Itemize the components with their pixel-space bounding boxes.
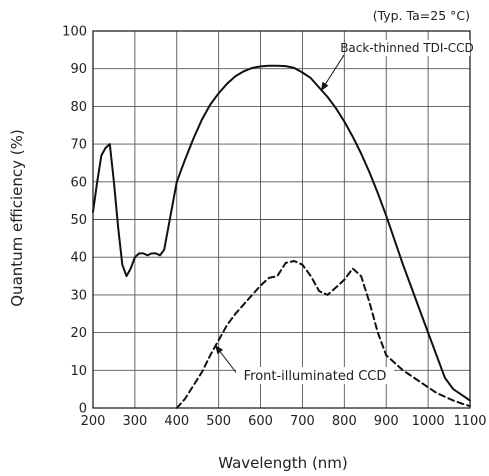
series-line-front-illuminated-ccd xyxy=(175,260,471,409)
y-axis-ticks: 0 10 20 30 40 50 60 70 80 90 100 xyxy=(62,25,87,417)
x-tick-label: 1100 xyxy=(453,414,486,429)
series-line-back-thinned-tdi-ccd xyxy=(92,64,471,402)
x-tick-label: 700 xyxy=(290,414,315,429)
x-tick-label: 500 xyxy=(206,414,231,429)
y-tick-label: 90 xyxy=(70,62,87,77)
y-tick-label: 30 xyxy=(70,288,87,303)
y-tick-label: 20 xyxy=(70,326,87,341)
front-illuminated-label-arrow xyxy=(215,345,224,355)
y-tick-label: 50 xyxy=(70,213,87,228)
x-tick-label: 800 xyxy=(332,414,357,429)
x-tick-label: 200 xyxy=(81,414,106,429)
y-tick-label: 80 xyxy=(70,100,87,115)
x-tick-label: 400 xyxy=(164,414,189,429)
y-tick-label: 100 xyxy=(62,25,87,40)
plot-border xyxy=(92,30,471,409)
back-thinned-label-bg xyxy=(345,40,470,56)
y-tick-label: 0 xyxy=(79,402,87,417)
back-thinned-annotation: Back-thinned TDI-CCD xyxy=(320,40,474,92)
front-illuminated-label: Front-illuminated CCD xyxy=(244,369,387,384)
x-axis-ticks: 200 300 400 500 600 700 800 900 1000 1100 xyxy=(81,414,487,429)
front-illuminated-annotation: Front-illuminated CCD xyxy=(214,344,394,384)
x-tick-label: 900 xyxy=(374,414,399,429)
chart-series xyxy=(92,64,471,409)
y-axis-title: Quantum efficiency (%) xyxy=(8,129,26,307)
back-thinned-label: Back-thinned TDI-CCD xyxy=(340,41,474,55)
y-tick-label: 40 xyxy=(70,251,87,266)
x-axis-title: Wavelength (nm) xyxy=(218,454,348,472)
x-tick-label: 1000 xyxy=(412,414,445,429)
y-tick-label: 60 xyxy=(70,175,87,190)
y-tick-label: 70 xyxy=(70,138,87,153)
plot-frame xyxy=(92,30,471,409)
x-tick-label: 600 xyxy=(248,414,273,429)
test-condition-note: (Typ. Ta=25 °C) xyxy=(373,8,470,23)
chart-grid xyxy=(93,31,470,408)
back-thinned-label-arrow xyxy=(321,81,329,91)
front-illuminated-label-bg xyxy=(236,367,394,384)
x-tick-label: 300 xyxy=(122,414,147,429)
y-tick-label: 10 xyxy=(70,364,87,379)
